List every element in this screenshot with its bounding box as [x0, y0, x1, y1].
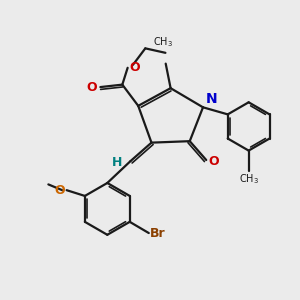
Text: O: O — [55, 184, 65, 197]
Text: CH$_3$: CH$_3$ — [153, 35, 173, 49]
Text: O: O — [208, 155, 219, 168]
Text: O: O — [87, 81, 98, 94]
Text: O: O — [129, 61, 140, 74]
Text: N: N — [206, 92, 217, 106]
Text: H: H — [112, 156, 122, 169]
Text: CH$_3$: CH$_3$ — [238, 173, 259, 187]
Text: Br: Br — [150, 226, 166, 239]
